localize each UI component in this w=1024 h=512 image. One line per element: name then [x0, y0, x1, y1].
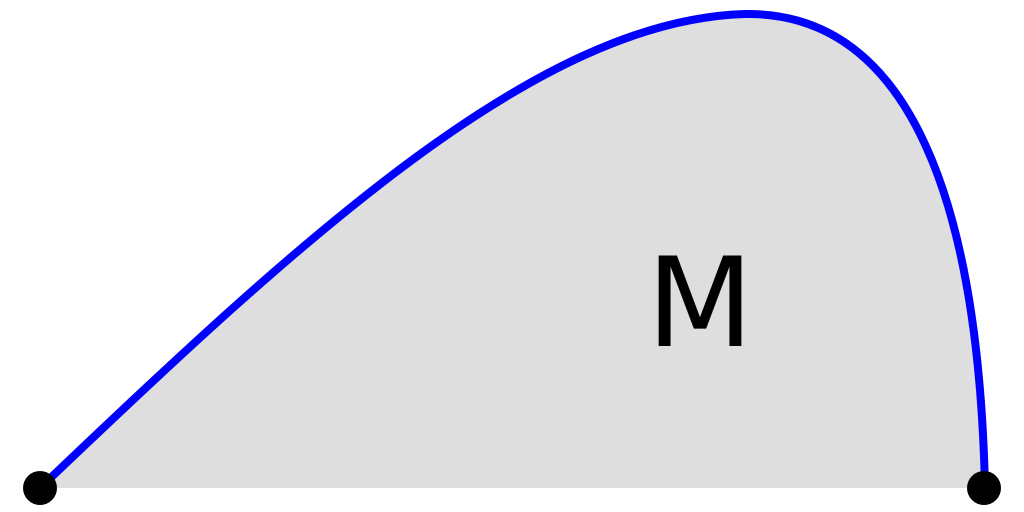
region-label: M — [647, 232, 754, 376]
curved-boundary — [36, 9, 989, 492]
left-endpoint — [23, 471, 57, 505]
filled-region — [40, 13, 985, 488]
right-endpoint — [967, 471, 1001, 505]
